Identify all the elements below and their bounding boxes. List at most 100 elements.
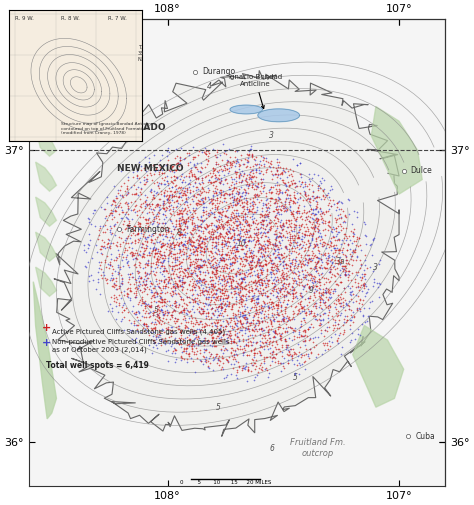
Point xyxy=(115,250,122,259)
Point xyxy=(268,279,276,287)
Point xyxy=(216,185,224,193)
Point xyxy=(192,340,200,348)
Point xyxy=(249,319,256,327)
Point xyxy=(308,236,316,244)
Point xyxy=(278,348,286,357)
Point xyxy=(176,336,183,344)
Point xyxy=(304,225,311,233)
Point xyxy=(173,159,181,167)
Point xyxy=(162,275,169,283)
Point xyxy=(108,201,115,210)
Point xyxy=(301,256,309,264)
Point xyxy=(202,356,210,364)
Point xyxy=(152,293,159,301)
Point xyxy=(326,241,334,249)
Point xyxy=(296,239,304,247)
Point xyxy=(253,259,261,267)
Point xyxy=(202,150,210,159)
Point xyxy=(171,245,178,253)
Point xyxy=(215,166,223,174)
Point xyxy=(221,260,228,268)
Point xyxy=(197,317,204,325)
Point xyxy=(244,221,251,229)
Point xyxy=(316,301,324,309)
Point xyxy=(274,233,282,241)
Point xyxy=(222,302,229,310)
Point xyxy=(149,192,156,200)
Point xyxy=(269,163,277,171)
Point xyxy=(170,270,177,278)
Point xyxy=(205,229,212,237)
Point xyxy=(257,243,265,251)
Point xyxy=(339,249,347,258)
Point xyxy=(196,263,204,271)
Point xyxy=(255,308,263,316)
Point xyxy=(209,230,217,238)
Point xyxy=(296,300,304,309)
Point xyxy=(248,287,256,295)
Point xyxy=(195,303,203,311)
Point xyxy=(233,206,241,214)
Point xyxy=(310,291,318,299)
Point xyxy=(124,215,131,223)
Point xyxy=(212,188,219,196)
Text: 3: 3 xyxy=(374,263,378,272)
Point xyxy=(198,309,206,317)
Point xyxy=(260,213,268,221)
Point xyxy=(277,257,284,265)
Point xyxy=(247,221,255,229)
Point xyxy=(355,325,362,333)
Point xyxy=(270,275,278,283)
Point xyxy=(202,295,210,303)
Point xyxy=(173,208,181,216)
Polygon shape xyxy=(36,197,56,226)
Point xyxy=(142,241,149,249)
Point xyxy=(360,266,368,274)
Point xyxy=(312,196,320,205)
Point xyxy=(205,250,212,259)
Point xyxy=(243,178,251,186)
Point xyxy=(204,309,211,317)
Point xyxy=(116,191,124,199)
Point xyxy=(129,269,137,277)
Point xyxy=(209,227,216,235)
Point xyxy=(295,201,303,209)
Point xyxy=(249,194,257,203)
Point xyxy=(118,256,126,264)
Point xyxy=(111,198,118,206)
Point xyxy=(182,345,190,353)
Point xyxy=(160,311,168,319)
Point xyxy=(269,171,276,179)
Point xyxy=(265,208,273,216)
Point xyxy=(197,223,204,231)
Point xyxy=(273,224,281,232)
Point xyxy=(180,268,187,276)
Point xyxy=(281,203,289,211)
Point xyxy=(320,249,328,258)
Point xyxy=(357,281,365,289)
Point xyxy=(264,237,272,245)
Point xyxy=(305,283,313,291)
Point xyxy=(164,269,172,277)
Point xyxy=(314,182,322,190)
Point xyxy=(241,306,249,314)
Point xyxy=(226,183,233,191)
Point xyxy=(175,289,182,297)
Point xyxy=(275,194,283,203)
Point xyxy=(253,362,260,370)
Point xyxy=(269,311,276,319)
Point xyxy=(295,204,302,212)
Point xyxy=(114,285,121,293)
Point xyxy=(269,347,276,355)
Point xyxy=(191,282,198,290)
Point xyxy=(350,248,357,256)
Point xyxy=(256,169,264,177)
Point xyxy=(124,258,132,266)
Point xyxy=(318,242,326,250)
Point xyxy=(248,215,255,223)
Point xyxy=(249,219,257,227)
Point xyxy=(159,310,166,318)
Point xyxy=(281,201,288,210)
Point xyxy=(233,325,240,333)
Point xyxy=(169,222,177,230)
